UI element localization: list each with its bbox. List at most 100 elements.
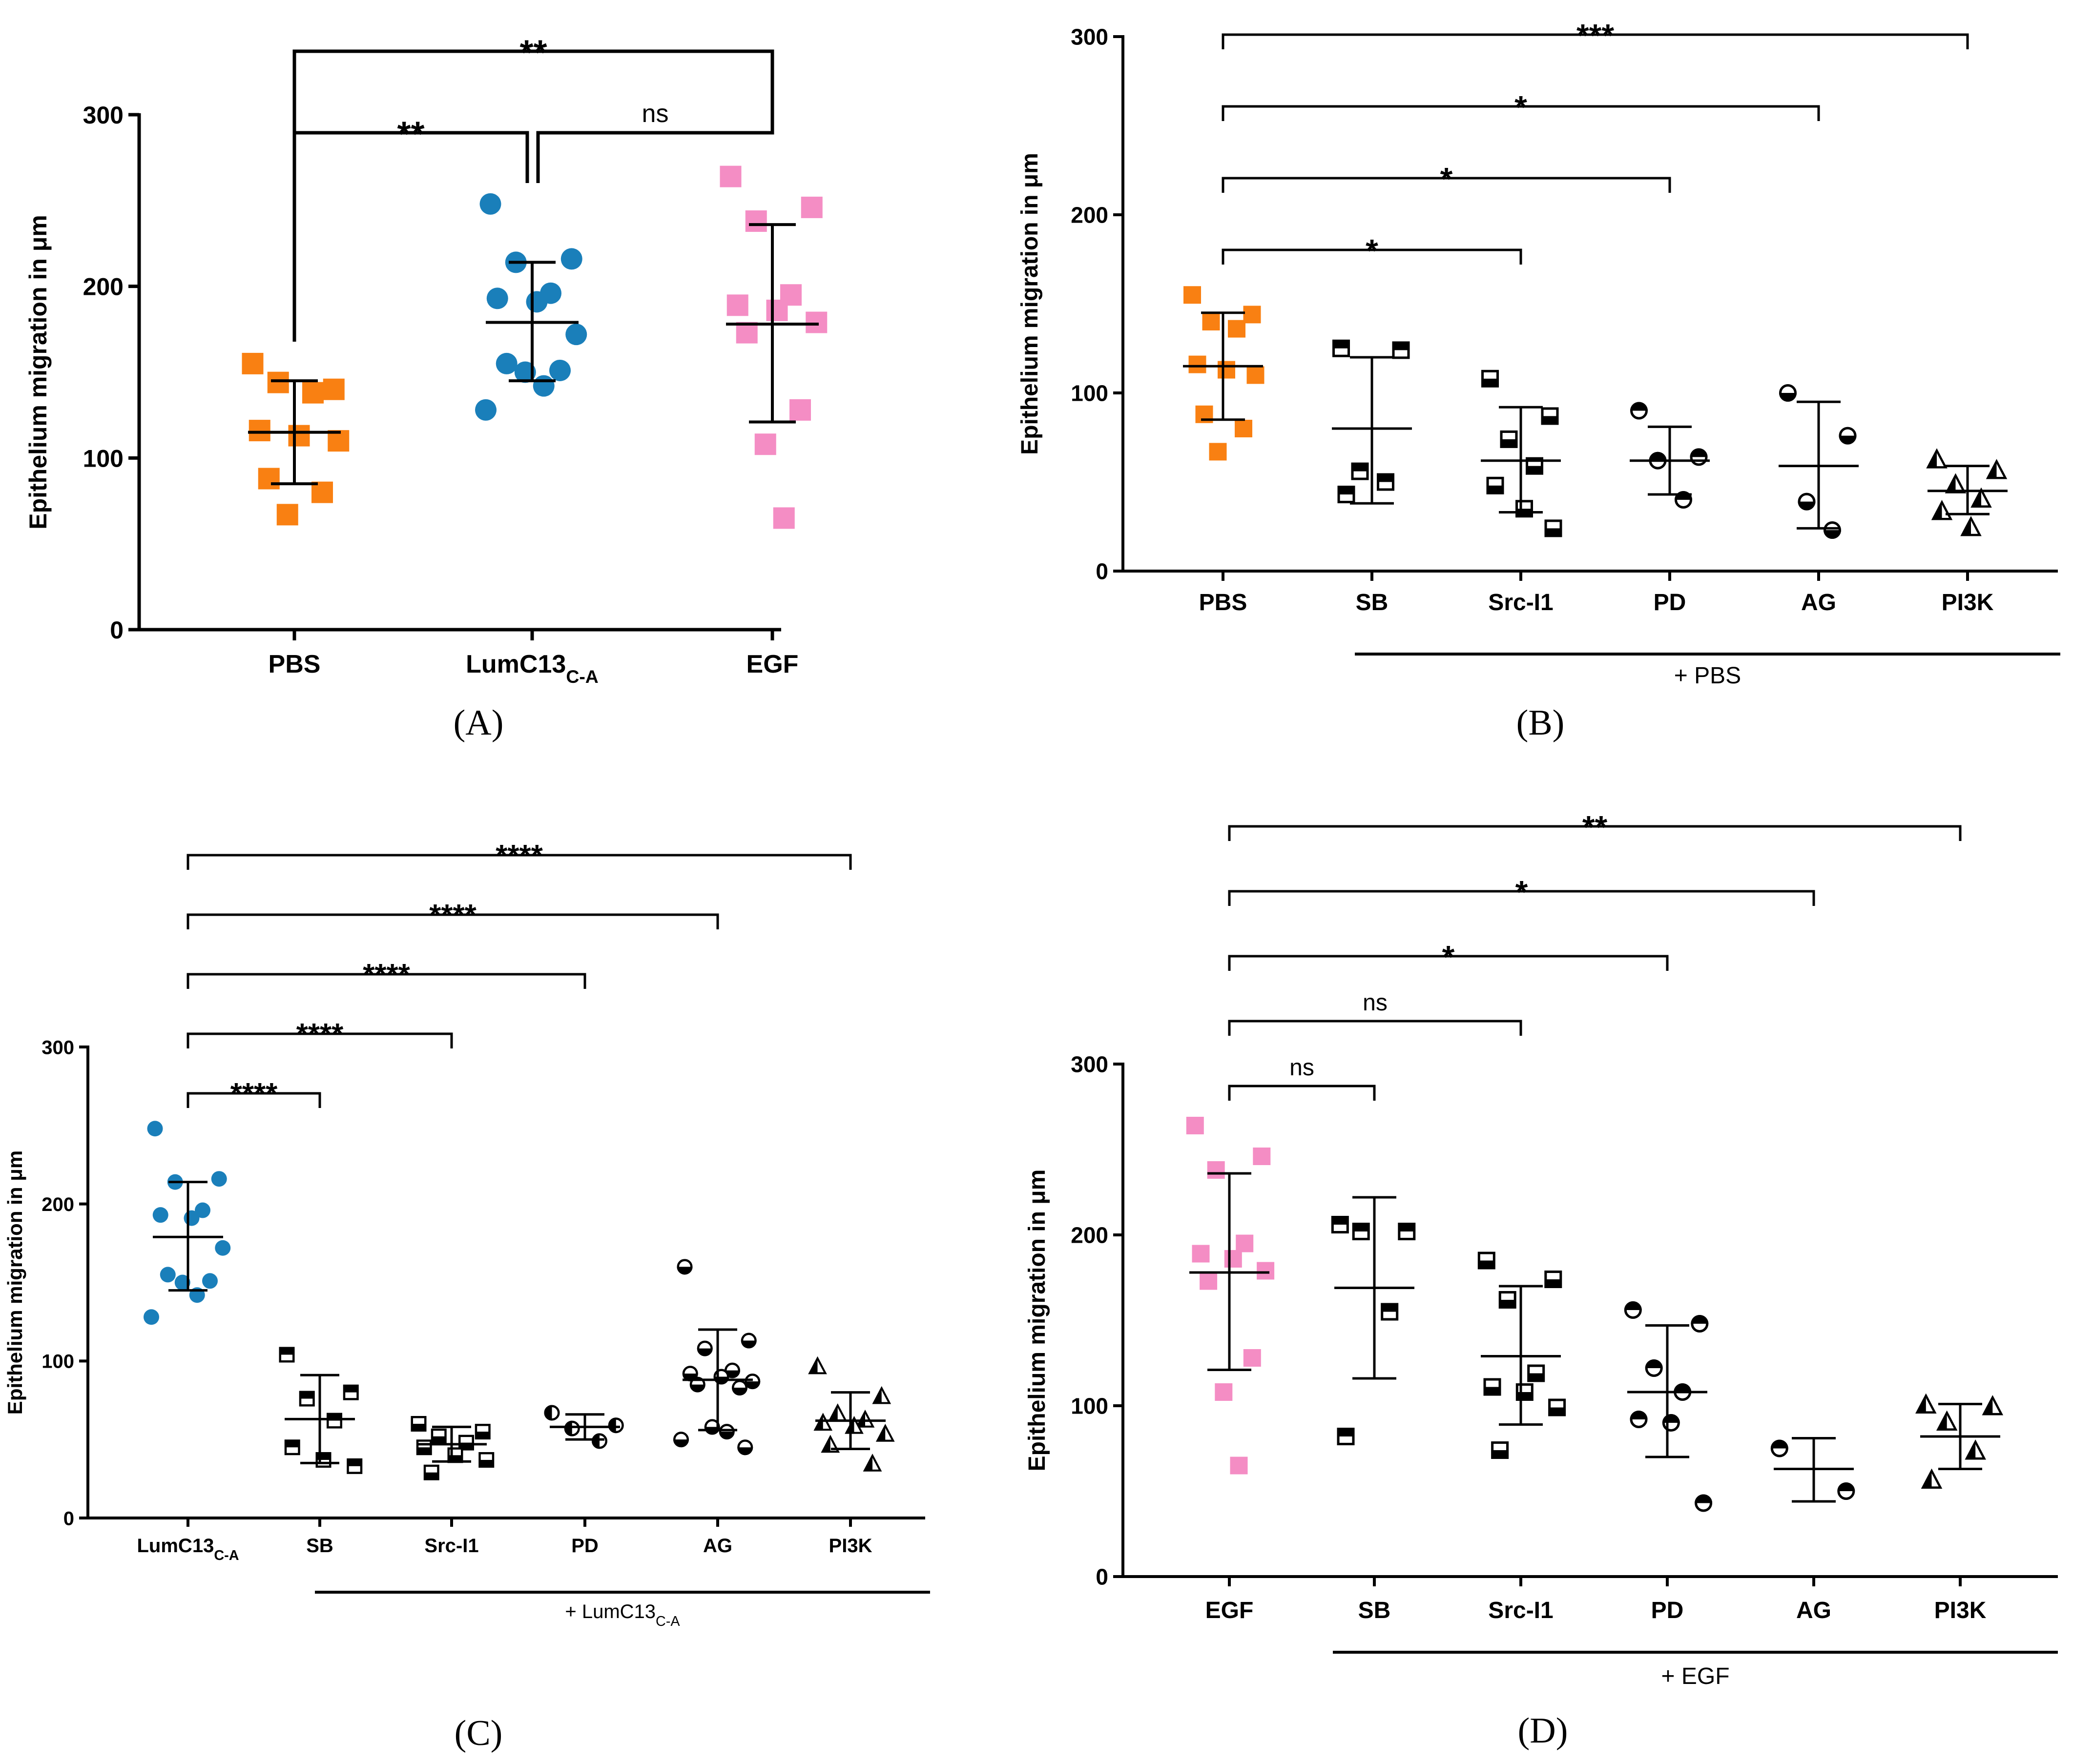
category-label: EGF bbox=[1205, 1598, 1254, 1623]
data-point-fill bbox=[1546, 528, 1561, 536]
data-point bbox=[808, 1356, 827, 1374]
y-axis-label: Epithelium migration in μm bbox=[1024, 1169, 1050, 1472]
data-point-fill bbox=[1917, 1395, 1926, 1413]
data-point bbox=[284, 1439, 300, 1456]
significance-label: ** bbox=[1582, 809, 1608, 845]
data-point-fill bbox=[1837, 1482, 1855, 1491]
y-axis-label: Epithelium migration in μm bbox=[24, 215, 52, 530]
data-point bbox=[1243, 306, 1261, 324]
significance-label: ns bbox=[642, 100, 669, 128]
significance-bracket bbox=[1228, 955, 1669, 971]
data-point bbox=[863, 1454, 882, 1472]
series-pbs bbox=[1183, 286, 1265, 461]
data-point bbox=[731, 1380, 747, 1396]
significance-label: **** bbox=[429, 899, 477, 932]
data-point-fill bbox=[877, 1426, 886, 1441]
category-label: PI3K bbox=[1934, 1598, 1987, 1623]
data-point bbox=[1824, 521, 1842, 539]
data-point bbox=[1491, 1441, 1509, 1459]
data-point-fill bbox=[1695, 1494, 1713, 1503]
data-point-fill bbox=[1839, 435, 1857, 445]
data-point bbox=[689, 1376, 705, 1393]
significance-label: **** bbox=[363, 958, 410, 992]
series-src-i1 bbox=[1481, 369, 1562, 537]
data-point bbox=[1544, 519, 1562, 537]
data-point-fill bbox=[1399, 1224, 1414, 1231]
significance-label: **** bbox=[296, 1018, 344, 1051]
panel-label: (B) bbox=[1516, 703, 1565, 743]
data-point bbox=[202, 1273, 218, 1289]
y-tick-label: 100 bbox=[1071, 1394, 1108, 1419]
series-ag bbox=[1770, 1437, 1855, 1503]
category-label-main: Src-I1 bbox=[424, 1535, 478, 1557]
data-point bbox=[347, 1458, 363, 1474]
series-pd bbox=[1630, 402, 1710, 509]
data-point-fill bbox=[697, 1348, 713, 1356]
data-point bbox=[279, 1347, 295, 1363]
data-point bbox=[1645, 1359, 1663, 1377]
significance-bracket bbox=[1222, 248, 1522, 265]
data-point-fill bbox=[1938, 1413, 1947, 1430]
data-point bbox=[719, 1424, 735, 1440]
significance-bracket bbox=[1228, 1020, 1522, 1036]
data-point-fill bbox=[689, 1384, 705, 1393]
data-point-fill bbox=[815, 1415, 823, 1430]
data-point-fill bbox=[476, 1432, 490, 1438]
data-point-fill bbox=[1479, 1260, 1494, 1268]
group-label-main: + PBS bbox=[1674, 663, 1741, 689]
category-label-main: AG bbox=[703, 1535, 732, 1557]
data-point-fill bbox=[1500, 1300, 1515, 1308]
data-point bbox=[1837, 1482, 1855, 1500]
data-point-fill bbox=[1378, 474, 1393, 482]
data-point-fill bbox=[424, 1472, 438, 1479]
series-pi3k bbox=[1915, 1393, 2004, 1489]
data-point-fill bbox=[1527, 466, 1542, 474]
category-label: LumC13C-A bbox=[466, 650, 599, 687]
panel-label: (C) bbox=[455, 1713, 503, 1753]
data-point bbox=[745, 1374, 761, 1390]
data-point bbox=[1839, 427, 1857, 445]
data-point-fill bbox=[1542, 416, 1557, 424]
data-point bbox=[1544, 1271, 1562, 1289]
y-tick-label: 300 bbox=[83, 102, 124, 129]
data-point-fill bbox=[677, 1267, 693, 1275]
category-label-main: Src-I1 bbox=[1488, 1598, 1553, 1623]
data-point bbox=[766, 299, 788, 321]
series-pi3k bbox=[1926, 448, 2008, 536]
data-point bbox=[299, 1391, 315, 1407]
panel-c: 0 100 200 300 Epithelium migration in μm LumC… bbox=[3, 839, 930, 1753]
data-point-fill bbox=[564, 1420, 572, 1436]
category-label: EGF bbox=[746, 650, 799, 678]
category-label-main: PD bbox=[1654, 590, 1686, 615]
data-point bbox=[789, 399, 811, 421]
panel-label: (A) bbox=[454, 703, 504, 743]
category-label-subscript: C-A bbox=[214, 1548, 239, 1563]
data-point-fill bbox=[741, 1340, 757, 1349]
data-point bbox=[514, 361, 536, 383]
data-point-fill bbox=[1485, 1387, 1500, 1395]
data-point bbox=[326, 1413, 342, 1429]
data-point bbox=[726, 294, 748, 316]
data-point bbox=[1192, 1245, 1210, 1263]
data-point bbox=[855, 1410, 875, 1428]
y-axis-label: Epithelium migration in μm bbox=[3, 1150, 26, 1415]
data-point-fill bbox=[732, 1388, 747, 1396]
significance-bracket bbox=[187, 1092, 321, 1108]
significance-bracket bbox=[187, 913, 719, 929]
group-label: + EGF bbox=[1661, 1663, 1729, 1689]
category-label-main: PD bbox=[571, 1535, 599, 1557]
data-point-fill bbox=[1333, 341, 1349, 349]
data-point bbox=[152, 1207, 168, 1223]
data-point bbox=[872, 1386, 891, 1404]
data-point bbox=[1965, 1439, 1986, 1460]
category-label-main: Src-I1 bbox=[1488, 590, 1553, 615]
data-point bbox=[591, 1433, 607, 1449]
data-point bbox=[1200, 1272, 1218, 1290]
data-point bbox=[565, 324, 587, 346]
category-label-main: EGF bbox=[746, 650, 799, 678]
panel-a: 0 100 200 300 Epithelium migration in μm PBS L… bbox=[24, 34, 828, 743]
data-point-fill bbox=[344, 1385, 358, 1393]
series-sb bbox=[279, 1347, 363, 1474]
significance-bracket bbox=[1228, 825, 1962, 841]
data-point bbox=[1337, 1428, 1355, 1446]
